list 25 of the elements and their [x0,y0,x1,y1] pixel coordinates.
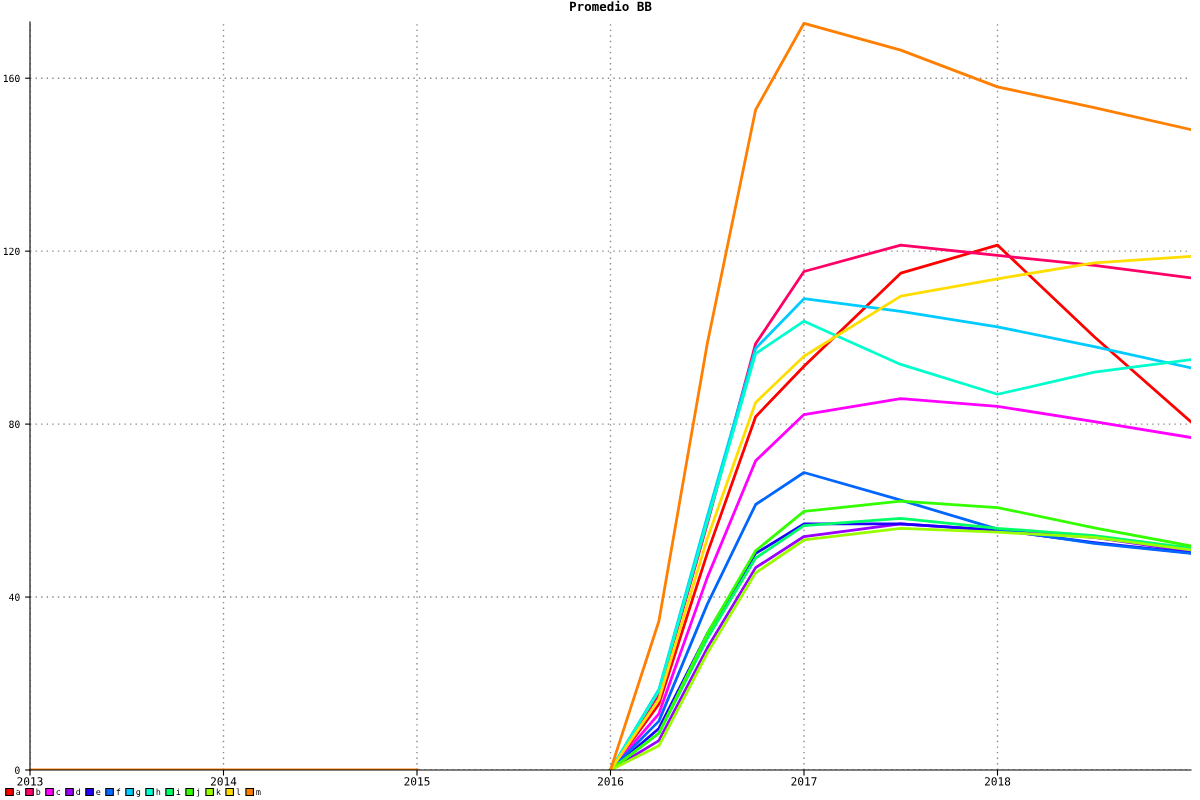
x-tick-label: 2016 [597,777,624,786]
legend-label: f [116,788,121,795]
legend-label: j [196,788,200,797]
y-tick-label: 120 [3,247,20,256]
legend-label: k [216,788,221,795]
chart-title: Promedio BB [570,0,652,12]
legend-label: h [156,788,161,795]
x-tick-label: 2014 [210,777,237,786]
legend-label: l [236,788,241,795]
legend-label: b [36,788,41,795]
x-tick-label: 2017 [791,777,817,786]
legend-label: m [256,790,261,795]
legend-label: c [56,790,61,795]
y-tick-label: 80 [9,420,20,428]
legend-label: a [16,790,21,795]
legend-label: g [136,790,141,797]
x-tick-label: 2015 [404,777,430,786]
y-tick-label: 160 [3,74,20,83]
legend-label: e [96,790,101,795]
legend-label: d [76,788,81,795]
y-tick-label: 40 [9,593,20,601]
y-tick-label: 0 [15,766,20,774]
x-tick-label: 2013 [17,777,43,786]
x-tick-label: 2018 [984,777,1011,786]
legend-label: i [176,788,181,795]
